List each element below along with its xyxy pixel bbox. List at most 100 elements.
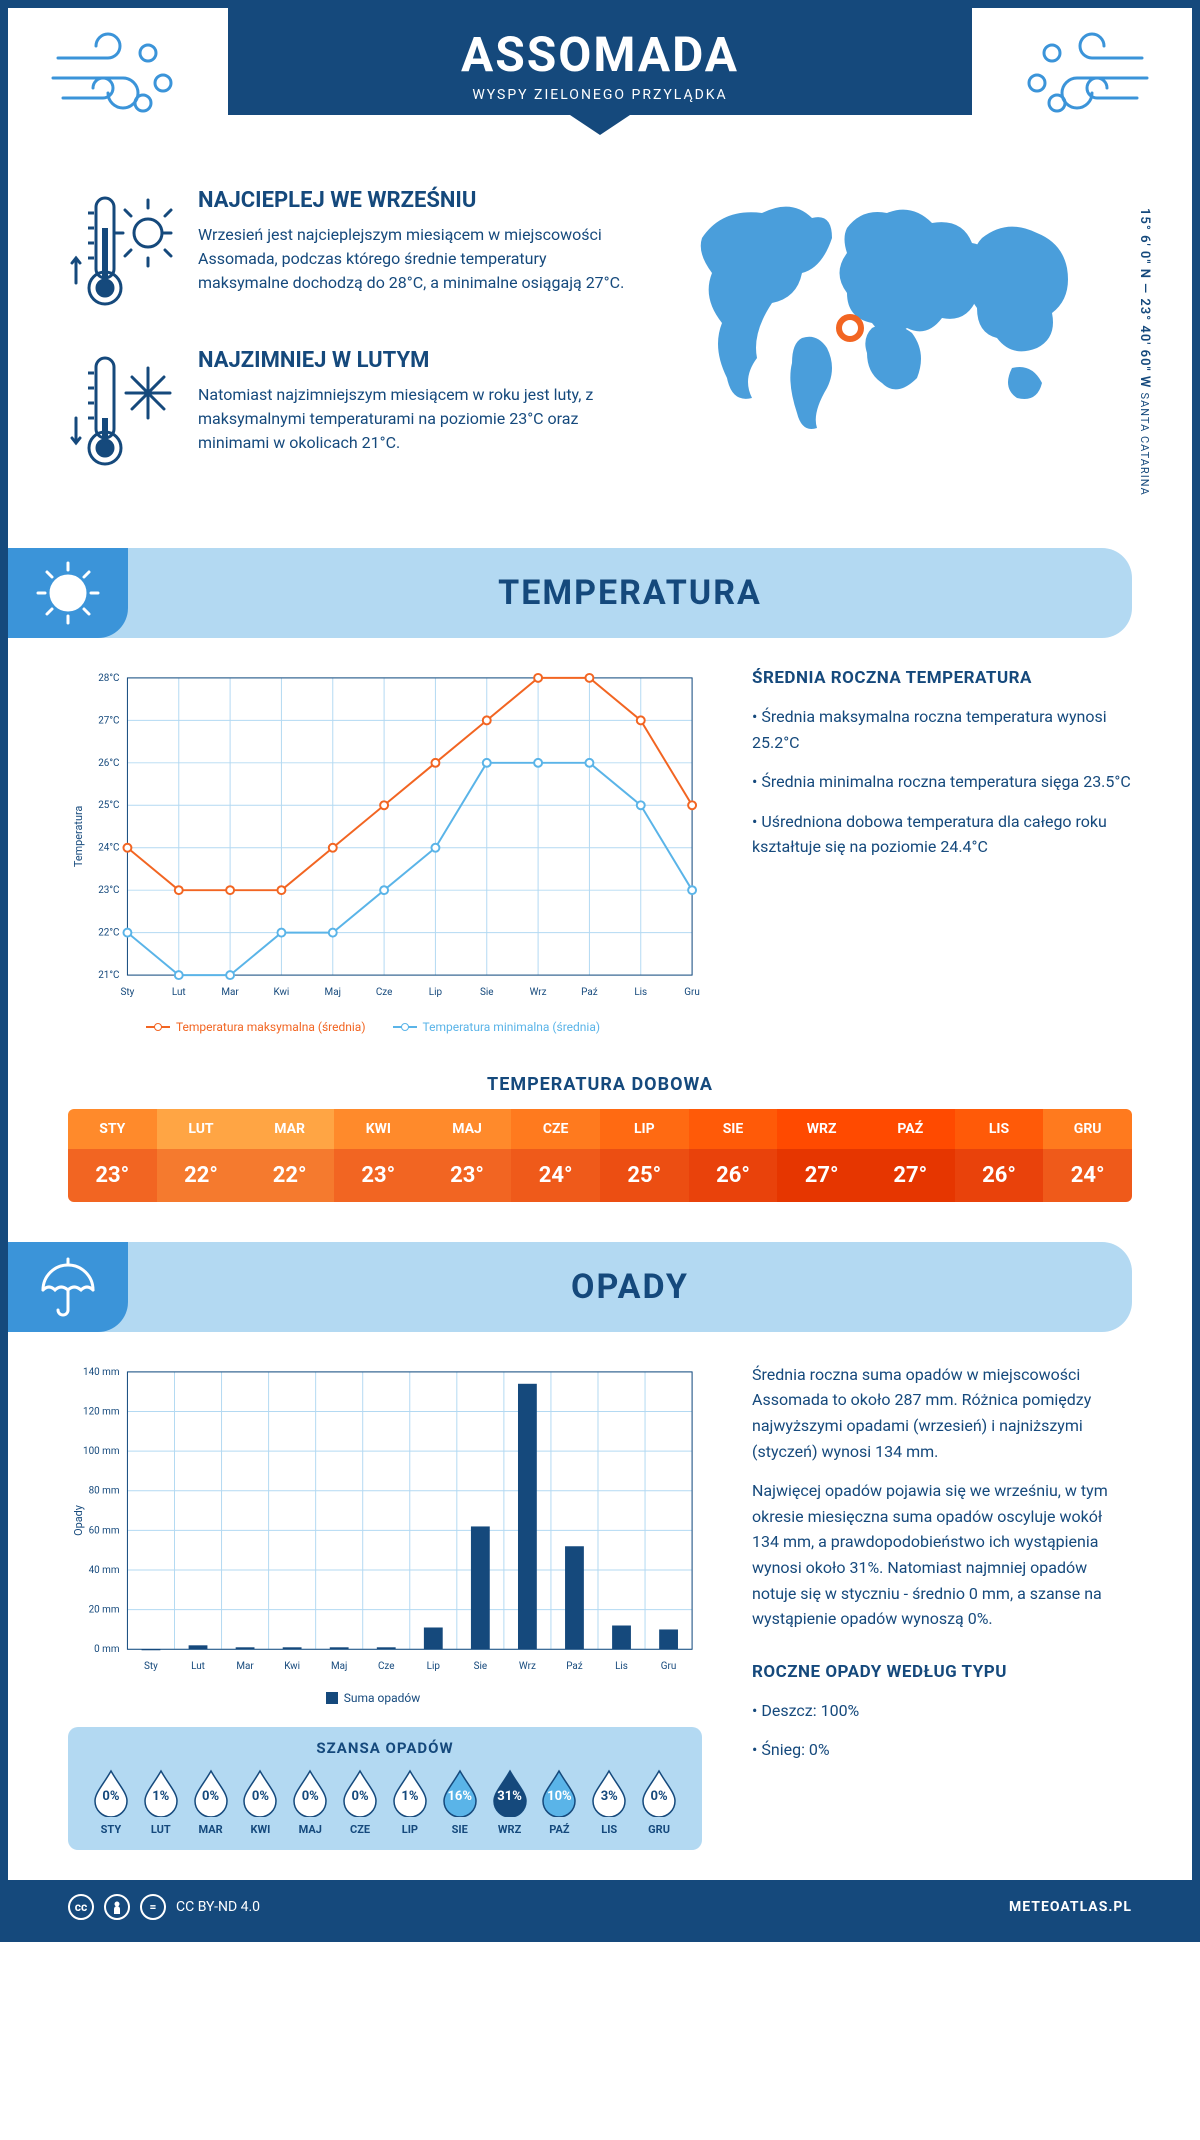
world-map-icon [672, 188, 1092, 438]
coords-main: 15° 6′ 0″ N — 23° 40′ 60″ W [1137, 208, 1152, 388]
map-column: 15° 6′ 0″ N — 23° 40′ 60″ W SANTA CATARI… [672, 188, 1132, 508]
daily-temp-title: TEMPERATURA DOBOWA [8, 1074, 1192, 1095]
temp-summary-p3: • Uśredniona dobowa temperatura dla całe… [752, 809, 1132, 860]
daily-temp-head: MAR [245, 1109, 334, 1149]
svg-text:Lis: Lis [634, 987, 647, 998]
coldest-text: Natomiast najzimniejszym miesiącem w rok… [198, 383, 632, 455]
svg-text:Gru: Gru [661, 1661, 677, 1672]
chance-cell: 0% KWI [237, 1769, 283, 1836]
daily-temp-value: 25° [600, 1149, 689, 1202]
temperature-chart-svg: 21°C22°C23°C24°C25°C26°C27°C28°CStyLutMa… [68, 668, 702, 1005]
svg-text:120 mm: 120 mm [83, 1406, 119, 1417]
wind-icon [48, 28, 188, 128]
daily-temp-head: STY [68, 1109, 157, 1149]
daily-temp-value: 23° [423, 1149, 512, 1202]
precip-type1: • Deszcz: 100% [752, 1698, 1132, 1724]
precipitation-title: OPADY [128, 1267, 1132, 1307]
temp-summary-title: ŚREDNIA ROCZNA TEMPERATURA [752, 668, 1132, 688]
chance-cell: 0% MAR [188, 1769, 234, 1836]
svg-text:24°C: 24°C [98, 843, 119, 854]
svg-text:Lis: Lis [615, 1661, 628, 1672]
svg-text:Wrz: Wrz [519, 1661, 536, 1672]
svg-text:Lut: Lut [191, 1661, 205, 1672]
svg-text:Mar: Mar [236, 1661, 254, 1672]
svg-text:23°C: 23°C [98, 885, 119, 896]
daily-temp-head: PAŹ [866, 1109, 955, 1149]
legend-max: Temperatura maksymalna (średnia) [146, 1020, 366, 1034]
chance-cell: 0% GRU [636, 1769, 682, 1836]
temperature-chart-row: 21°C22°C23°C24°C25°C26°C27°C28°CStyLutMa… [8, 668, 1192, 1064]
daily-temp-value: 22° [245, 1149, 334, 1202]
daily-temp-value: 26° [689, 1149, 778, 1202]
header: ASSOMADA WYSPY ZIELONEGO PRZYLĄDKA [8, 8, 1192, 168]
precip-chance-box: SZANSA OPADÓW 0% STY 1% LUT 0% MAR 0% KW… [68, 1727, 702, 1850]
legend-precip: Suma opadów [326, 1691, 421, 1705]
thermometer-hot-icon [68, 188, 178, 318]
svg-text:Kwi: Kwi [284, 1661, 300, 1672]
svg-text:60 mm: 60 mm [89, 1525, 120, 1536]
cc-icon: cc [68, 1894, 94, 1920]
umbrella-icon [8, 1242, 128, 1332]
precip-type2: • Śnieg: 0% [752, 1737, 1132, 1763]
svg-text:Gru: Gru [684, 987, 700, 998]
svg-text:0 mm: 0 mm [94, 1644, 119, 1655]
coldest-title: NAJZIMNIEJ W LUTYM [198, 348, 632, 373]
chance-row: 0% STY 1% LUT 0% MAR 0% KWI 0% MAJ 0% CZ… [88, 1769, 682, 1836]
temp-summary-p1: • Średnia maksymalna roczna temperatura … [752, 704, 1132, 755]
chance-cell: 0% STY [88, 1769, 134, 1836]
daily-temp-head: LUT [157, 1109, 246, 1149]
svg-text:Sty: Sty [144, 1661, 158, 1672]
precip-summary-p1: Średnia roczna suma opadów w miejscowośc… [752, 1362, 1132, 1464]
svg-text:Paź: Paź [581, 987, 598, 998]
svg-text:Mar: Mar [221, 987, 239, 998]
svg-text:Lut: Lut [172, 987, 186, 998]
svg-text:40 mm: 40 mm [89, 1565, 120, 1576]
precipitation-summary: Średnia roczna suma opadów w miejscowośc… [752, 1362, 1132, 1850]
page: ASSOMADA WYSPY ZIELONEGO PRZYLĄDKA [0, 0, 1200, 1942]
sun-icon [8, 548, 128, 638]
svg-text:140 mm: 140 mm [83, 1367, 119, 1378]
daily-temp-head: GRU [1043, 1109, 1132, 1149]
location-marker-icon [839, 317, 861, 339]
coordinates: 15° 6′ 0″ N — 23° 40′ 60″ W SANTA CATARI… [1137, 208, 1152, 496]
svg-text:Cze: Cze [378, 1661, 395, 1672]
temperature-title: TEMPERATURA [128, 573, 1132, 613]
hottest-block: NAJCIEPLEJ WE WRZEŚNIU Wrzesień jest naj… [68, 188, 632, 318]
svg-text:25°C: 25°C [98, 800, 119, 811]
daily-temp-head: MAJ [423, 1109, 512, 1149]
temp-summary-p2: • Średnia minimalna roczna temperatura s… [752, 769, 1132, 795]
intro-section: NAJCIEPLEJ WE WRZEŚNIU Wrzesień jest naj… [8, 168, 1192, 538]
svg-text:Maj: Maj [325, 987, 341, 998]
title-banner: ASSOMADA WYSPY ZIELONEGO PRZYLĄDKA [228, 8, 972, 115]
daily-temp-value: 27° [777, 1149, 866, 1202]
daily-temp-value: 26° [955, 1149, 1044, 1202]
hottest-title: NAJCIEPLEJ WE WRZEŚNIU [198, 188, 632, 213]
nd-icon: = [140, 1894, 166, 1920]
daily-temp-head: WRZ [777, 1109, 866, 1149]
thermometer-cold-icon [68, 348, 178, 478]
legend-min: Temperatura minimalna (średnia) [393, 1020, 601, 1034]
city-title: ASSOMADA [228, 26, 972, 83]
daily-temp-value: 23° [68, 1149, 157, 1202]
svg-text:20 mm: 20 mm [89, 1604, 120, 1615]
svg-text:Sie: Sie [474, 1661, 488, 1672]
temperature-line-chart: 21°C22°C23°C24°C25°C26°C27°C28°CStyLutMa… [68, 668, 702, 1034]
chance-cell: 1% LUT [138, 1769, 184, 1836]
license-text: CC BY-ND 4.0 [176, 1899, 260, 1915]
daily-temp-head: CZE [511, 1109, 600, 1149]
svg-text:Kwi: Kwi [274, 987, 290, 998]
svg-text:22°C: 22°C [98, 928, 119, 939]
chance-cell: 1% LIP [387, 1769, 433, 1836]
svg-text:Maj: Maj [331, 1661, 347, 1672]
chance-cell: 31% WRZ [487, 1769, 533, 1836]
precipitation-chart-svg: 0 mm20 mm40 mm60 mm80 mm100 mm120 mm140 … [68, 1362, 702, 1679]
precipitation-bar-chart: 0 mm20 mm40 mm60 mm80 mm100 mm120 mm140 … [68, 1362, 702, 1850]
svg-text:21°C: 21°C [98, 970, 119, 981]
daily-temp-value: 27° [866, 1149, 955, 1202]
chance-cell: 16% SIE [437, 1769, 483, 1836]
svg-text:Lip: Lip [429, 987, 443, 998]
temperature-summary: ŚREDNIA ROCZNA TEMPERATURA • Średnia mak… [752, 668, 1132, 1034]
svg-text:28°C: 28°C [98, 673, 119, 684]
daily-temp-head: KWI [334, 1109, 423, 1149]
chance-cell: 3% LIS [586, 1769, 632, 1836]
